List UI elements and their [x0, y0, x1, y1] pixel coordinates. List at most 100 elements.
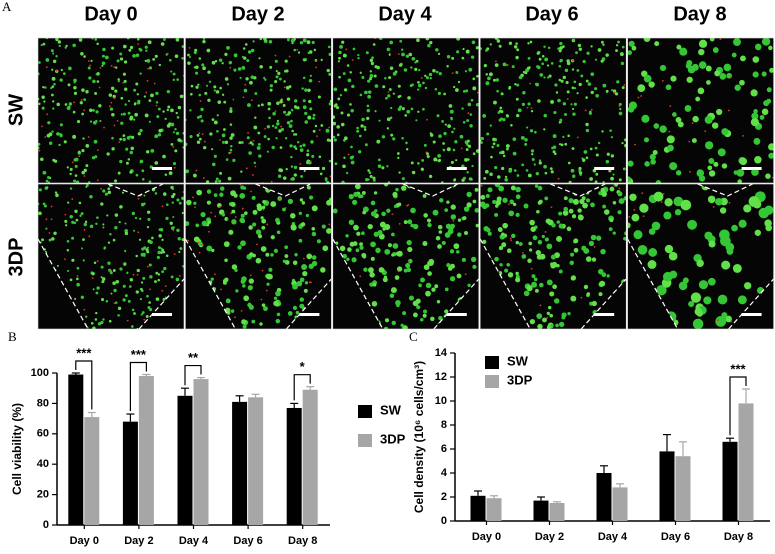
cell	[501, 242, 507, 248]
cell	[488, 72, 493, 77]
cell	[605, 53, 609, 57]
cell	[302, 271, 308, 277]
cell	[563, 196, 568, 201]
dead-cell	[91, 277, 94, 280]
cell	[276, 101, 280, 105]
cell	[97, 322, 102, 326]
cell	[185, 118, 187, 121]
cell	[198, 57, 202, 60]
dead-cell	[242, 96, 245, 99]
cell	[274, 126, 278, 129]
cell	[653, 123, 660, 129]
cell	[366, 108, 371, 113]
cell	[349, 241, 355, 247]
cell	[148, 99, 152, 103]
dead-cell	[199, 100, 202, 102]
cell	[446, 263, 451, 268]
cell	[601, 130, 604, 133]
dead-cell	[309, 160, 312, 163]
cell	[502, 222, 508, 229]
cell	[422, 107, 425, 111]
cell	[398, 63, 402, 67]
cell	[582, 202, 588, 209]
cell	[370, 61, 375, 66]
cell	[537, 99, 541, 103]
cell	[566, 90, 570, 94]
cell	[544, 57, 549, 62]
cell	[502, 197, 508, 203]
cell	[179, 94, 184, 99]
cell	[486, 132, 490, 136]
cell	[289, 144, 293, 148]
cell	[293, 105, 297, 109]
cell	[467, 283, 471, 287]
dead-cell	[45, 66, 48, 69]
cell	[129, 278, 134, 282]
dead-cell	[426, 118, 428, 121]
dead-cell	[45, 218, 48, 221]
dead-cell	[188, 47, 191, 49]
x-tick-label: Day 8	[288, 535, 317, 547]
cell	[731, 224, 738, 232]
cell	[85, 315, 88, 318]
legend-swatch	[485, 356, 499, 369]
cell	[583, 150, 588, 154]
cell	[157, 246, 161, 250]
cell	[261, 205, 266, 210]
cell	[334, 241, 339, 245]
cell	[499, 263, 503, 267]
cell	[213, 89, 216, 92]
cell	[508, 210, 515, 217]
cell	[420, 167, 424, 171]
dead-cell	[166, 52, 169, 55]
cell	[114, 89, 118, 93]
cell	[216, 114, 219, 117]
cell	[199, 115, 203, 119]
cell	[218, 179, 222, 183]
cell	[496, 39, 501, 43]
cell	[559, 321, 565, 328]
dead-cell	[202, 177, 205, 179]
cell	[589, 177, 593, 181]
cell	[130, 325, 134, 328]
cell	[572, 198, 579, 205]
cell	[442, 148, 446, 152]
cell	[371, 56, 374, 60]
cell	[195, 71, 199, 75]
micrograph	[480, 184, 627, 329]
cell	[446, 64, 449, 68]
cell	[647, 260, 657, 269]
dead-cell	[38, 149, 41, 152]
dead-cell	[71, 161, 74, 164]
dead-cell	[742, 134, 744, 137]
cell	[643, 38, 651, 43]
cell	[423, 309, 428, 314]
micrograph	[627, 184, 774, 329]
cell	[82, 259, 85, 262]
cell	[750, 118, 759, 127]
dead-cell	[136, 273, 139, 276]
cell	[548, 74, 552, 78]
cell	[506, 147, 509, 151]
dead-cell	[254, 165, 257, 168]
dead-cell	[219, 205, 221, 208]
cell	[150, 149, 155, 153]
cell	[239, 192, 246, 199]
cell	[615, 49, 618, 52]
dead-cell	[530, 267, 533, 270]
cell	[196, 115, 200, 119]
cell	[437, 154, 442, 158]
cell	[523, 290, 530, 297]
cell	[187, 61, 191, 65]
cell	[38, 142, 41, 146]
cell	[692, 115, 699, 123]
cell	[308, 195, 314, 200]
cell	[470, 178, 473, 181]
cell	[539, 253, 546, 260]
cell	[690, 292, 702, 303]
y-axis-label: Cell viability (%)	[10, 403, 24, 495]
pore-edge	[627, 238, 679, 329]
cell	[75, 180, 80, 183]
cell	[187, 53, 190, 57]
dead-cell	[83, 175, 86, 177]
